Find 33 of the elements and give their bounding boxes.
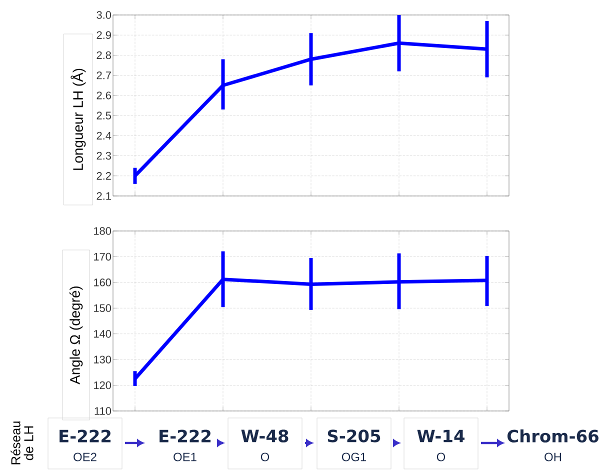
text: OG1 <box>342 452 366 462</box>
y-tick-label: 2.3 <box>96 152 112 160</box>
y-tick-label: 2.2 <box>96 172 111 180</box>
y-tick-label: 170 <box>94 252 112 261</box>
y-tick-label: 2.6 <box>96 92 112 100</box>
text: O <box>436 452 446 462</box>
y-tick-label: 110 <box>94 407 112 415</box>
text: E-222 <box>60 430 111 442</box>
y-tick-label: 150 <box>94 304 112 312</box>
y-tick-label: 120 <box>94 381 112 390</box>
y-tick-label: 2.4 <box>96 132 112 140</box>
y-tick-label: 2.7 <box>96 72 111 80</box>
text: E-222 <box>160 430 211 442</box>
y-tick-label: 2.8 <box>96 51 112 60</box>
text: OE2 <box>74 452 96 462</box>
y-axis-title: Angle Ω (degré) <box>70 286 83 384</box>
text: Chrom-66 <box>507 429 598 443</box>
text: S-205 <box>328 430 380 442</box>
text: Réseau de LH <box>10 422 34 464</box>
text: W-48 <box>241 430 288 442</box>
y-tick-label: 160 <box>94 278 112 286</box>
y-tick-label: 2.1 <box>96 192 111 200</box>
y-axis-title: Longueur LH (Å) <box>70 68 86 170</box>
y-tick-label: 2.9 <box>96 31 111 39</box>
y-tick-label: 130 <box>94 356 112 364</box>
text: OE1 <box>174 452 196 462</box>
y-tick-label: 3.0 <box>96 11 112 19</box>
y-tick-label: 180 <box>94 227 112 235</box>
text: O <box>260 452 270 462</box>
y-tick-label: 2.5 <box>96 112 112 120</box>
text: W-14 <box>417 430 464 442</box>
text: OH <box>544 452 561 462</box>
y-tick-label: 140 <box>94 330 112 338</box>
